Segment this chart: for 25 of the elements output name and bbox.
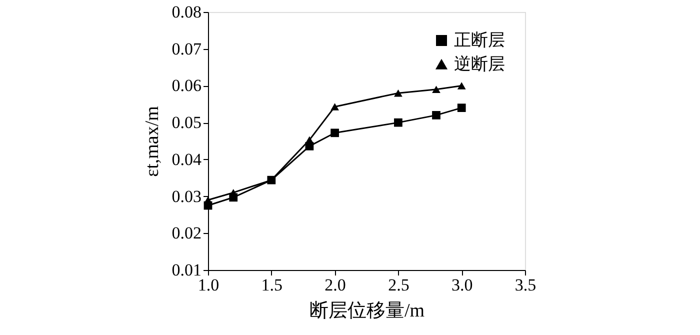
legend-label: 逆断层 bbox=[454, 54, 505, 74]
y-axis-title: εt,max/m bbox=[142, 106, 163, 177]
x-tick-label: 2.0 bbox=[324, 276, 346, 294]
point bbox=[330, 103, 339, 110]
y-tick-label: 0.06 bbox=[172, 76, 202, 96]
y-tick-label: 0.07 bbox=[172, 39, 202, 58]
point bbox=[432, 86, 440, 94]
point bbox=[432, 111, 440, 120]
y-tick-label: 0.04 bbox=[172, 150, 202, 169]
point bbox=[457, 104, 466, 112]
point bbox=[457, 82, 466, 90]
point bbox=[394, 118, 402, 127]
y-tick-label: 0.05 bbox=[172, 113, 202, 132]
y-tick-label: 0.02 bbox=[172, 224, 202, 243]
y-tick-label: 0.03 bbox=[172, 186, 202, 206]
x-tick-label: 3.0 bbox=[451, 276, 473, 294]
y-tick-label: 0.08 bbox=[172, 2, 202, 22]
x-tick-label: 3.5 bbox=[514, 276, 536, 294]
point bbox=[330, 128, 339, 138]
point bbox=[305, 136, 314, 144]
point bbox=[394, 89, 402, 97]
x-tick-label: 2.5 bbox=[388, 276, 410, 294]
legend-label: 正断层 bbox=[454, 30, 505, 50]
x-axis-title: 断层位移量/m bbox=[309, 300, 425, 322]
x-tick-label: 1.5 bbox=[261, 276, 283, 294]
